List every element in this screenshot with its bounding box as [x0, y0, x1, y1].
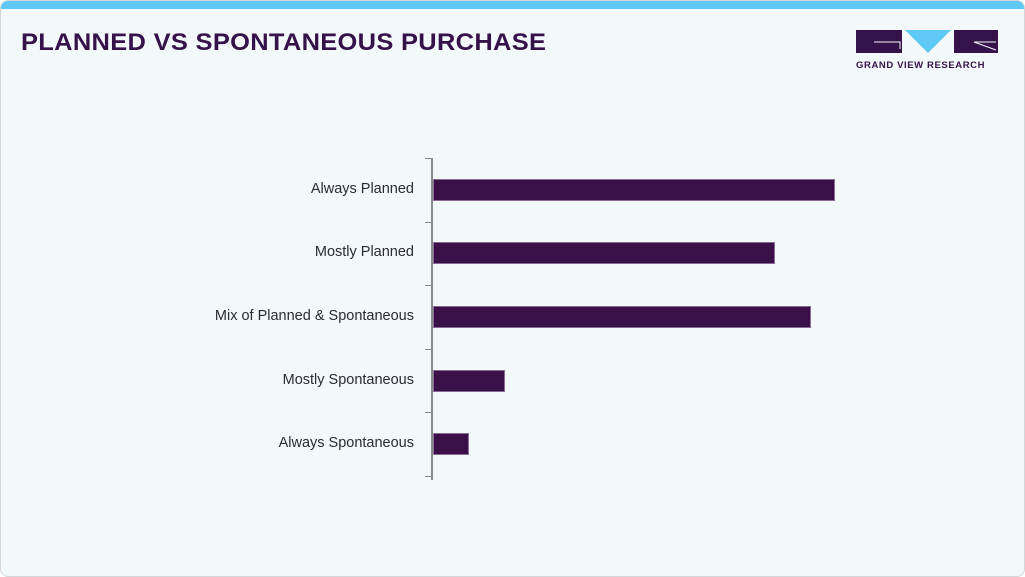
- grand-view-research-logo: GRAND VIEW RESEARCH: [856, 29, 998, 75]
- axis-tick: [425, 158, 432, 159]
- category-label: Mix of Planned & Spontaneous: [214, 308, 414, 324]
- bar: [433, 306, 811, 328]
- axis-tick: [425, 349, 432, 350]
- accent-bar: [1, 1, 1024, 9]
- axis-tick: [425, 222, 432, 223]
- chart-title: PLANNED VS SPONTANEOUS PURCHASE: [21, 29, 547, 56]
- bar: [433, 179, 835, 201]
- category-label: Mostly Spontaneous: [282, 372, 414, 388]
- bar: [433, 242, 775, 264]
- category-label: Always Spontaneous: [278, 435, 414, 451]
- axis-tick: [425, 285, 432, 286]
- y-axis: [431, 158, 433, 480]
- bar: [433, 370, 505, 392]
- logo-text: GRAND VIEW RESEARCH: [856, 60, 986, 71]
- category-label: Always Planned: [310, 181, 414, 197]
- bar: [433, 433, 469, 455]
- axis-tick: [425, 412, 432, 413]
- gvr-logo-icon: [856, 30, 998, 53]
- category-label: Mostly Planned: [314, 244, 414, 260]
- axis-tick: [425, 476, 432, 477]
